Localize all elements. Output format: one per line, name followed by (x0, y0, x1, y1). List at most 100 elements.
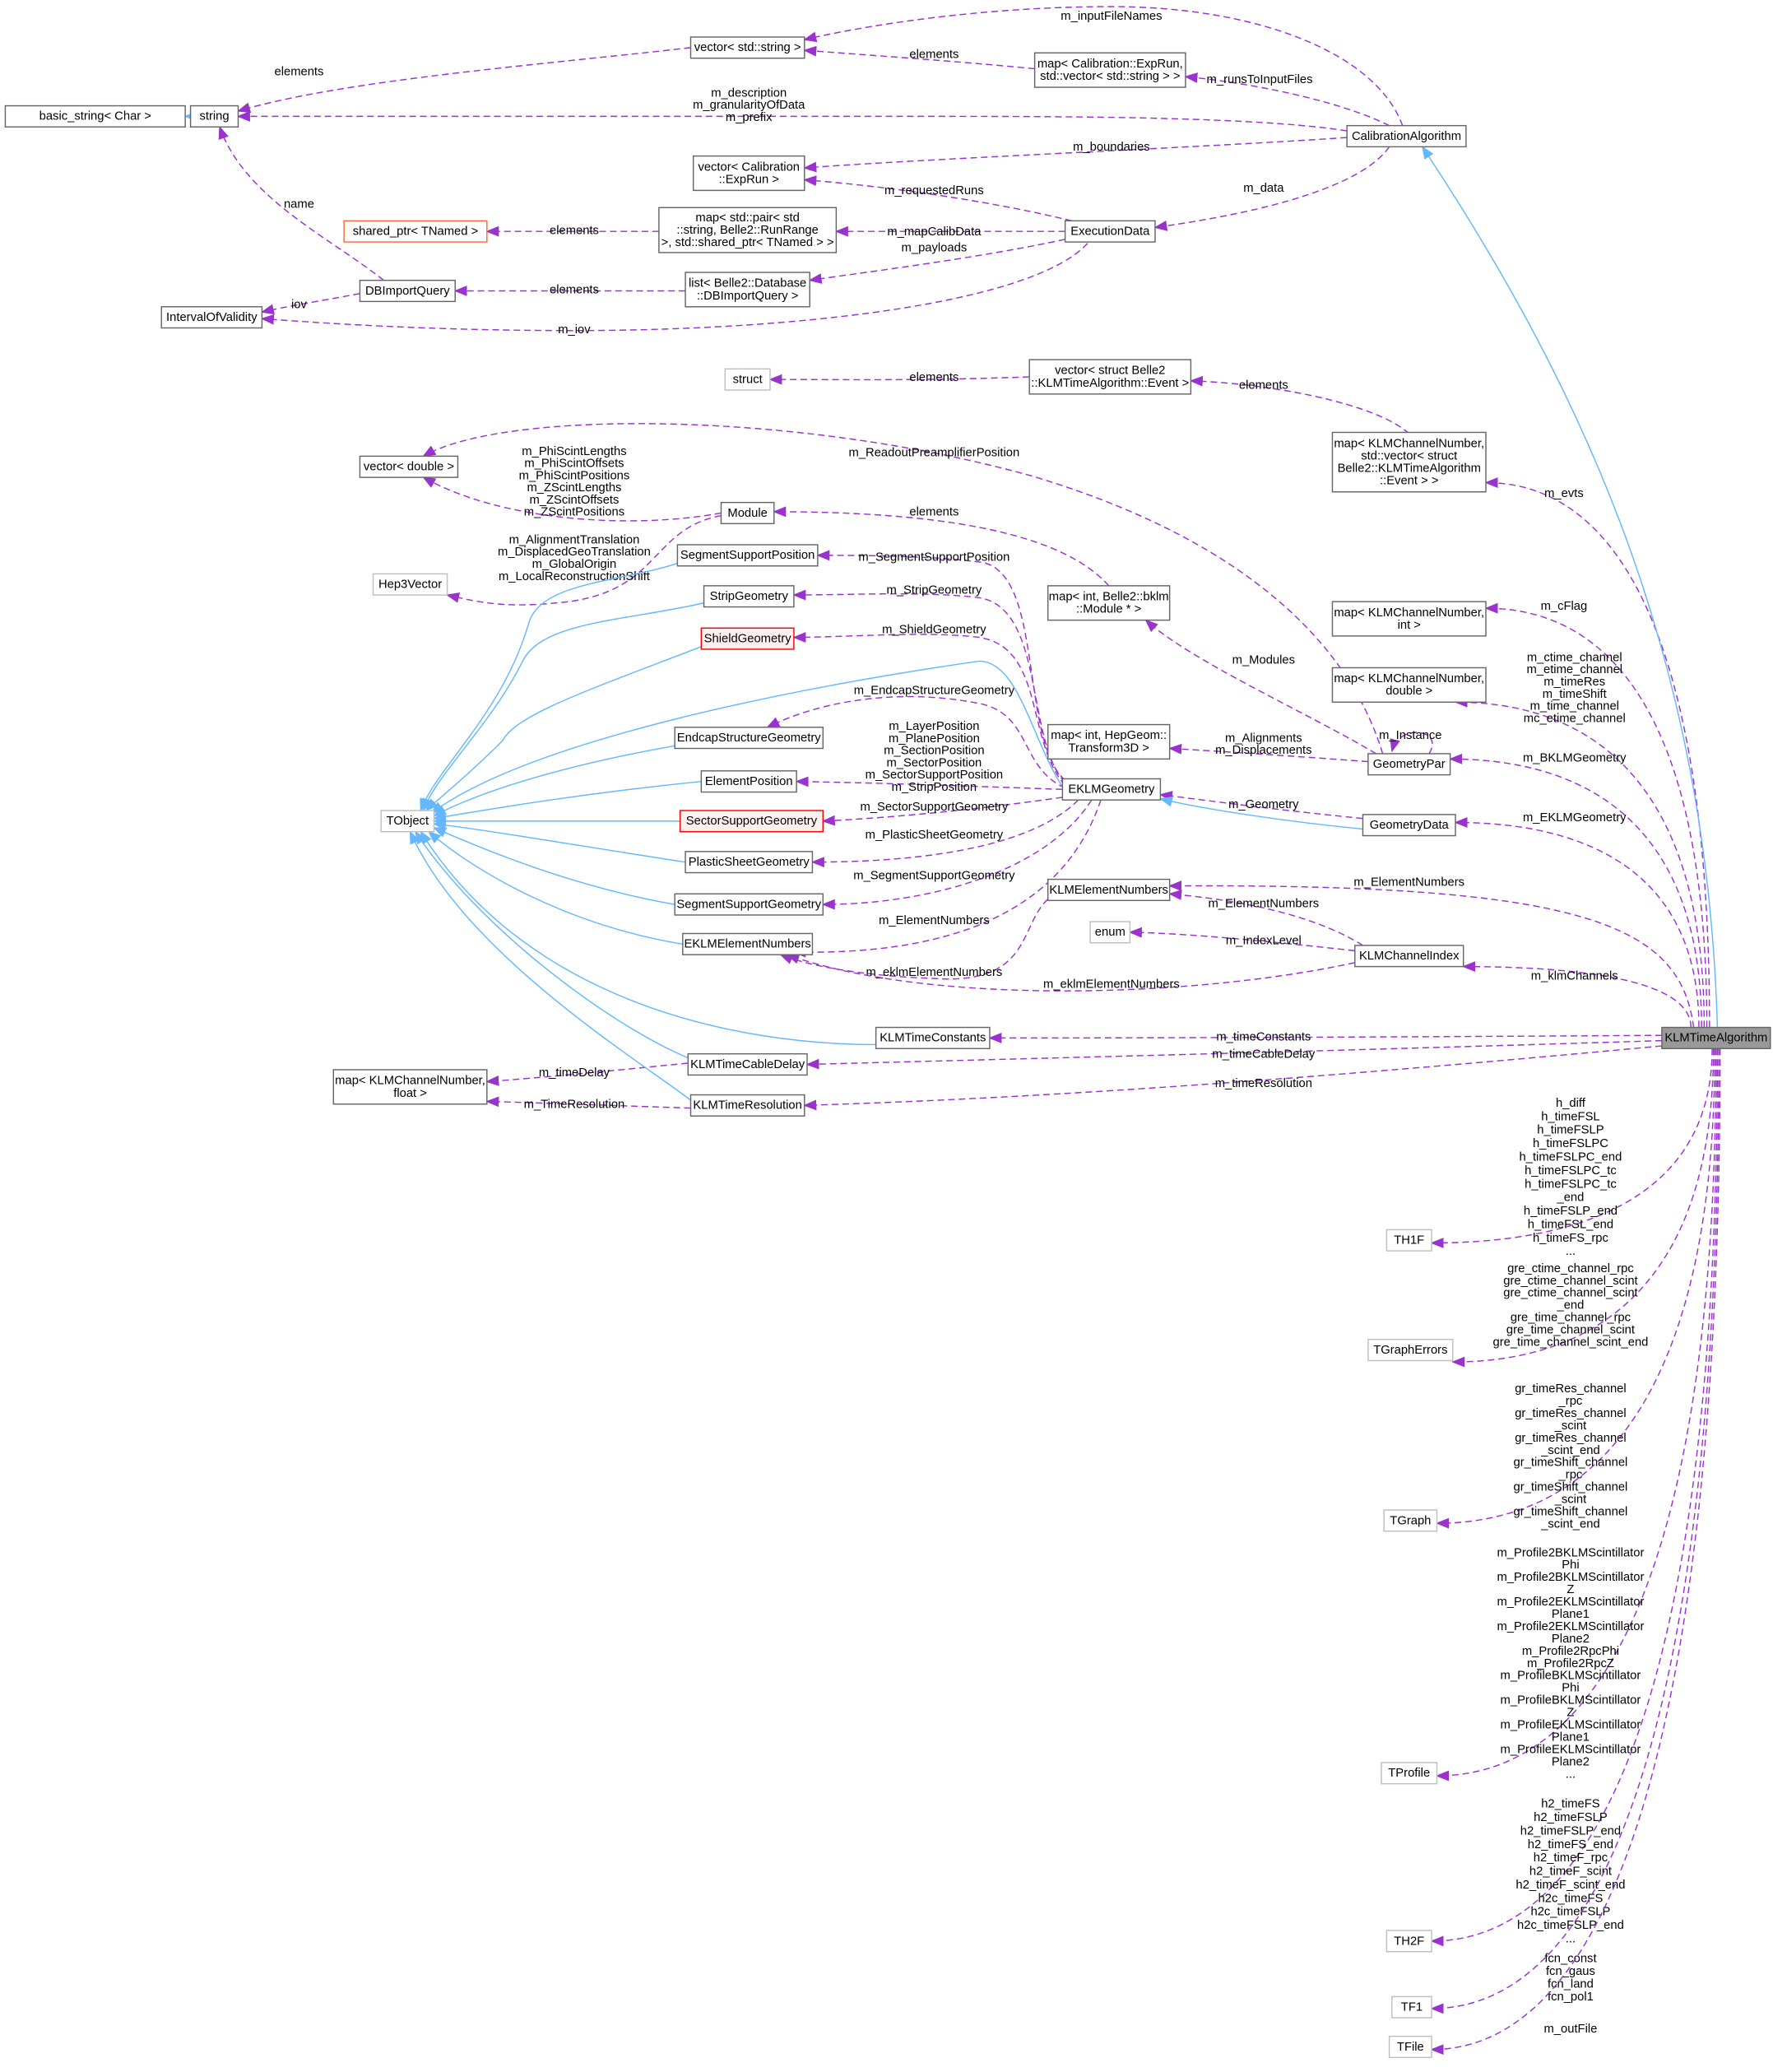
edge-KLMElementNumbers-to-EKLMElementNumbers: m_eklmElementNumbers (779, 899, 1049, 980)
class-node-EndcapStructureGeometry[interactable]: EndcapStructureGeometry (674, 727, 824, 750)
edge-label: elements (909, 49, 958, 62)
edge-KLMTimeAlgorithm-to-map_event: m_evts (1484, 477, 1710, 1028)
class-node-IntervalOfValidity[interactable]: IntervalOfValidity (160, 306, 263, 329)
class-node-string[interactable]: string (189, 105, 239, 128)
node-box (1346, 124, 1467, 148)
class-node-TProfile[interactable]: TProfile (1381, 1762, 1438, 1785)
class-node-map_int_int[interactable]: map< KLMChannelNumber, int > (1331, 601, 1487, 637)
class-node-EKLMGeometry[interactable]: EKLMGeometry (1061, 778, 1162, 801)
class-node-vector_event[interactable]: vector< struct Belle2::KLMTimeAlgorithm:… (1028, 359, 1192, 395)
edge-label-line: m_ProfileBKLMScintillator (1501, 1694, 1641, 1707)
class-node-StripGeometry[interactable]: StripGeometry (703, 585, 795, 608)
member-arrow (792, 589, 1066, 783)
member-arrow (1454, 817, 1700, 1028)
edge-label: m_PhiScintLengths m_PhiScintOffsets m_PhiS… (519, 445, 630, 519)
class-node-KLMTimeResolution[interactable]: KLMTimeResolution (689, 1094, 805, 1117)
edge-label: m_eklmElementNumbers (866, 966, 1002, 979)
class-node-TGraph[interactable]: TGraph (1383, 1509, 1438, 1532)
class-node-ShieldGeometry[interactable]: ShieldGeometry (700, 627, 795, 650)
member-arrow (816, 550, 1066, 781)
class-node-enum[interactable]: enum (1089, 921, 1131, 944)
class-node-KLMTimeCableDelay[interactable]: KLMTimeCableDelay (687, 1052, 808, 1076)
class-node-TGraphErrors[interactable]: TGraphErrors (1367, 1339, 1454, 1362)
edge-ExecutionData-to-vector_exprun: m_requestedRuns (803, 175, 1072, 222)
class-node-vector_double[interactable]: vector< double > (359, 455, 459, 478)
node-label: KLMTimeCableDelay (690, 1058, 805, 1071)
node-box (674, 727, 824, 750)
class-node-DBImportQuery[interactable]: DBImportQuery (359, 279, 456, 303)
node-box (1385, 1229, 1432, 1252)
class-node-basic_string[interactable]: basic_string< Char > (4, 105, 186, 128)
node-box (703, 585, 795, 608)
member-arrow (766, 695, 1065, 789)
class-node-TObject[interactable]: TObject (380, 810, 435, 833)
node-box (372, 573, 448, 596)
class-node-GeometryPar[interactable]: GeometryPar (1367, 753, 1451, 776)
class-node-ElementPosition[interactable]: ElementPosition (700, 770, 797, 793)
node-label-line: ::string, Belle2::RunRange (676, 224, 818, 237)
class-node-SegmentSupportGeometry[interactable]: SegmentSupportGeometry (674, 893, 824, 916)
class-node-struct[interactable]: struct (724, 368, 771, 391)
inheritance-arrow (425, 646, 702, 812)
edge-label: m_ElementNumbers (1353, 876, 1464, 890)
node-label-line: TFile (1397, 2041, 1424, 2054)
class-node-TF1[interactable]: TF1 (1391, 1995, 1432, 2019)
node-label: map< KLMChannelNumber, float > (335, 1075, 485, 1100)
node-label-line: KLMTimeConstants (880, 1032, 986, 1045)
class-node-vector_string[interactable]: vector< std::string > (689, 36, 805, 59)
edge-label-line: h_timeFSLP (1537, 1124, 1604, 1137)
class-node-SegmentSupportPosition[interactable]: SegmentSupportPosition (676, 544, 819, 567)
node-box (720, 501, 775, 525)
edge-map_exprun-to-vector_string: elements (803, 45, 1035, 70)
node-label: DBImportQuery (365, 285, 450, 298)
class-node-KLMElementNumbers[interactable]: KLMElementNumbers (1047, 878, 1171, 902)
class-node-map_transform[interactable]: map< int, HepGeom:: Transform3D > (1047, 723, 1171, 760)
edge-label-line: m_prefix (726, 111, 773, 124)
class-node-KLMTimeConstants[interactable]: KLMTimeConstants (875, 1026, 991, 1049)
class-node-CalibrationAlgorithm[interactable]: CalibrationAlgorithm (1346, 124, 1467, 148)
class-node-map_int_module[interactable]: map< int, Belle2::bklm::Module * > (1047, 585, 1171, 621)
edge-label: m_timeDelay (539, 1066, 610, 1080)
class-node-KLMChannelIndex[interactable]: KLMChannelIndex (1354, 945, 1464, 968)
node-label-line: map< KLMChannelNumber, (335, 1075, 485, 1088)
node-box (658, 207, 838, 253)
class-node-map_float[interactable]: map< KLMChannelNumber, float > (332, 1069, 488, 1105)
edge-EKLMGeometry-to-EndcapStructureGeometry: m_EndcapStructureGeometry (766, 685, 1065, 789)
class-node-SectorSupportGeometry[interactable]: SectorSupportGeometry (679, 810, 824, 833)
member-arrow (1435, 1048, 1715, 1529)
node-label: ExecutionData (1070, 225, 1150, 239)
class-node-TH1F[interactable]: TH1F (1385, 1229, 1432, 1252)
class-node-GeometryData[interactable]: GeometryData (1362, 814, 1456, 837)
class-node-shared_ptr[interactable]: shared_ptr< TNamed > (343, 220, 488, 243)
node-label: ElementPosition (705, 775, 793, 788)
edge-label: m_ElementNumbers (879, 914, 990, 927)
class-node-vector_exprun[interactable]: vector< Calibration::ExpRun > (692, 155, 805, 192)
node-label: vector< std::string > (694, 41, 801, 54)
edge-label: m_eklmElementNumbers (1043, 978, 1180, 991)
class-node-TH2F[interactable]: TH2F (1385, 1930, 1432, 1953)
class-node-EKLMElementNumbers[interactable]: EKLMElementNumbers (682, 932, 814, 955)
class-node-Module[interactable]: Module (720, 501, 775, 525)
edge-KLMTimeAlgorithm-to-TF1: fcn_const fcn_gaus fcn_land fcn_pol1 (1430, 1048, 1720, 2014)
edge-label: h_diff h_timeFSL h_timeFSLP h_timeFSLPC h_ti… (1520, 1097, 1622, 1258)
class-node-list_db[interactable]: list< Belle2::Database::DBImportQuery > (685, 272, 810, 308)
class-node-Hep3Vector[interactable]: Hep3Vector (372, 573, 448, 596)
node-box (1028, 359, 1192, 395)
edge-label-line: m_eklmElementNumbers (866, 966, 1002, 979)
edge-label-line: Z (1566, 1707, 1574, 1720)
class-node-map_double[interactable]: map< KLMChannelNumber, double > (1331, 667, 1487, 703)
class-node-ExecutionData[interactable]: ExecutionData (1064, 220, 1156, 243)
class-node-PlasticSheetGeometry[interactable]: PlasticSheetGeometry (685, 851, 814, 874)
edge-KLMChannelIndex-to-enum: m_IndexLevel (1128, 927, 1355, 952)
edge-label-line: m_PhiScintOffsets (524, 458, 624, 471)
edge-label-line: m_ElementNumbers (879, 914, 990, 927)
class-node-map_event[interactable]: map< KLMChannelNumber, std::vector< struc… (1331, 431, 1487, 493)
edge-label-line: Plane1 (1552, 1731, 1590, 1744)
edge-label-line: Plane2 (1552, 1633, 1590, 1646)
member-arrow (1451, 1048, 1715, 1368)
class-node-map_exprun[interactable]: map< Calibration::ExpRun, std::vector< st… (1033, 52, 1186, 88)
edge-KLMTimeAlgorithm-to-TGraphErrors: gre_ctime_channel_rpc gre_ctime_channel_s… (1451, 1048, 1715, 1368)
class-node-TFile[interactable]: TFile (1388, 2035, 1432, 2059)
class-node-map_pair[interactable]: map< std::pair< std::string, Belle2::Run… (658, 207, 838, 253)
class-node-KLMTimeAlgorithm[interactable]: KLMTimeAlgorithm (1661, 1026, 1771, 1049)
